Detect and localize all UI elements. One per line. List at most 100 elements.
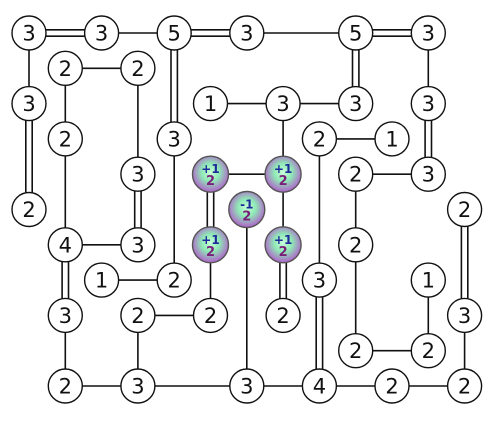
island-circle[interactable] — [338, 227, 374, 263]
island[interactable]: 3 — [11, 85, 47, 122]
island-circle[interactable] — [374, 121, 410, 157]
island[interactable]: 2 — [374, 368, 410, 404]
island-circle[interactable] — [156, 15, 192, 51]
island-circle[interactable] — [410, 156, 446, 192]
island[interactable]: 3 — [11, 15, 47, 51]
island-circle[interactable] — [265, 85, 301, 122]
island-circle[interactable] — [83, 15, 120, 51]
island-circle[interactable] — [301, 262, 338, 298]
island-circle[interactable] — [265, 297, 301, 334]
island[interactable]: 3 — [338, 85, 374, 122]
island-number: 2 — [22, 198, 35, 222]
island[interactable]: 1 — [410, 262, 446, 298]
island[interactable]: 3 — [410, 85, 446, 122]
island-circle[interactable] — [410, 85, 446, 122]
hint-badge[interactable]: +12 — [191, 226, 230, 264]
island-circle[interactable] — [192, 85, 229, 122]
island[interactable]: 3 — [229, 15, 265, 51]
hint-badge[interactable]: +12 — [191, 155, 230, 193]
island-circle[interactable] — [446, 297, 483, 334]
island[interactable]: 1 — [374, 121, 410, 157]
island-circle[interactable] — [120, 50, 156, 87]
island[interactable]: 3 — [120, 156, 156, 192]
island[interactable]: 3 — [301, 262, 338, 298]
island-circle[interactable] — [11, 85, 47, 122]
island-circle[interactable] — [410, 333, 446, 369]
island[interactable]: 2 — [446, 191, 483, 228]
island[interactable]: 5 — [156, 15, 192, 51]
island[interactable]: 2 — [192, 297, 229, 334]
island[interactable]: 2 — [338, 333, 374, 369]
hint-badge-circle[interactable] — [228, 190, 266, 229]
island-circle[interactable] — [338, 156, 374, 192]
island[interactable]: 2 — [301, 121, 338, 157]
island-circle[interactable] — [410, 262, 446, 298]
island[interactable]: 5 — [338, 15, 374, 51]
island-circle[interactable] — [446, 191, 483, 228]
hint-badge[interactable]: +12 — [264, 155, 302, 193]
island-circle[interactable] — [47, 121, 84, 157]
island-circle[interactable] — [338, 15, 374, 51]
island[interactable]: 3 — [446, 297, 483, 334]
island[interactable]: 3 — [410, 156, 446, 192]
island[interactable]: 3 — [83, 15, 120, 51]
island-circle[interactable] — [156, 121, 192, 157]
island[interactable]: 4 — [301, 368, 338, 404]
island-circle[interactable] — [301, 121, 338, 157]
island[interactable]: 4 — [47, 227, 84, 263]
island-circle[interactable] — [120, 368, 156, 404]
island-circle[interactable] — [192, 297, 229, 334]
island-circle[interactable] — [120, 227, 156, 263]
hint-badge[interactable]: -12 — [228, 190, 266, 229]
island-circle[interactable] — [83, 262, 120, 298]
island-circle[interactable] — [120, 297, 156, 334]
islands-layer: 3 3 5 3 5 32 23 1 3 3 32 3 2 13 2 32 24 3 21 2 3 13 2 2 2 32 22 3 3 4… — [11, 15, 483, 404]
island[interactable]: 3 — [265, 85, 301, 122]
island[interactable]: 2 — [47, 121, 84, 157]
island-circle[interactable] — [47, 227, 84, 263]
hint-badge-circle[interactable] — [264, 155, 302, 193]
island-number: 3 — [276, 92, 289, 116]
island-circle[interactable] — [446, 368, 483, 404]
island-circle[interactable] — [156, 262, 192, 298]
island-circle[interactable] — [374, 368, 410, 404]
island-circle[interactable] — [410, 15, 446, 51]
island[interactable]: 2 — [120, 50, 156, 87]
island[interactable]: 2 — [338, 227, 374, 263]
island-circle[interactable] — [120, 156, 156, 192]
island[interactable]: 3 — [156, 121, 192, 157]
island-circle[interactable] — [11, 15, 47, 51]
island-circle[interactable] — [11, 191, 47, 228]
hint-badge-delta: -1 — [240, 198, 253, 212]
island-circle[interactable] — [229, 15, 265, 51]
island[interactable]: 1 — [192, 85, 229, 122]
island-circle[interactable] — [338, 85, 374, 122]
island-circle[interactable] — [229, 368, 265, 404]
island[interactable]: 3 — [47, 297, 84, 334]
island-circle[interactable] — [301, 368, 338, 404]
island-circle[interactable] — [47, 50, 84, 87]
island-circle[interactable] — [338, 333, 374, 369]
island[interactable]: 3 — [120, 227, 156, 263]
island[interactable]: 2 — [120, 297, 156, 334]
hint-badge[interactable]: +12 — [264, 226, 302, 264]
island[interactable]: 1 — [83, 262, 120, 298]
island[interactable]: 2 — [47, 50, 84, 87]
hint-badge-circle[interactable] — [191, 226, 230, 264]
island-circle[interactable] — [47, 297, 84, 334]
island[interactable]: 3 — [229, 368, 265, 404]
hint-badge-circle[interactable] — [191, 155, 230, 193]
island-number: 2 — [385, 375, 398, 399]
island[interactable]: 2 — [446, 368, 483, 404]
island[interactable]: 2 — [410, 333, 446, 369]
island[interactable]: 3 — [120, 368, 156, 404]
hint-badge-circle[interactable] — [264, 226, 302, 264]
island[interactable]: 2 — [338, 156, 374, 192]
island[interactable]: 2 — [156, 262, 192, 298]
island[interactable]: 3 — [410, 15, 446, 51]
island-circle[interactable] — [47, 368, 84, 404]
island[interactable]: 2 — [47, 368, 84, 404]
island[interactable]: 2 — [11, 191, 47, 228]
island[interactable]: 2 — [265, 297, 301, 334]
